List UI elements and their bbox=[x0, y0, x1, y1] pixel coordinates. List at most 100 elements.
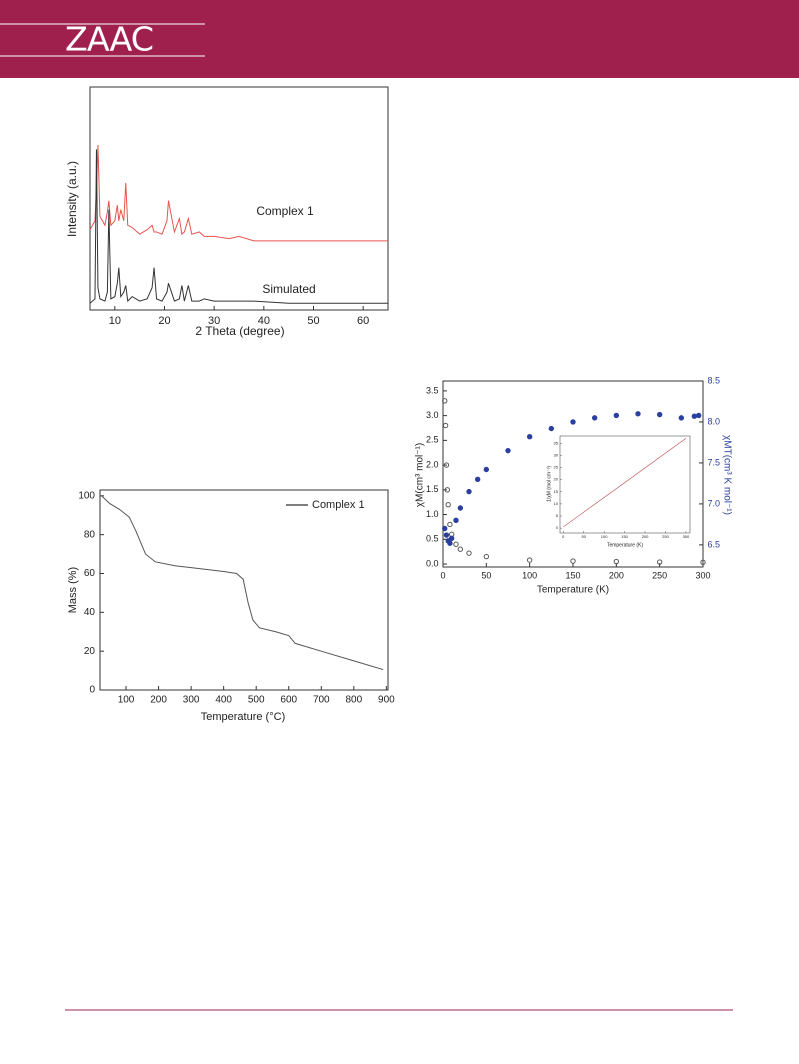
data-point bbox=[466, 550, 472, 556]
data-point bbox=[526, 557, 533, 563]
x-tick-label: 0 bbox=[562, 534, 565, 539]
data-line bbox=[89, 149, 388, 304]
y-tick-label: 3.0 bbox=[426, 410, 439, 420]
data-point bbox=[548, 425, 555, 432]
x-tick-label: 300 bbox=[695, 570, 710, 580]
data-point bbox=[442, 422, 449, 429]
y-tick-label: 15 bbox=[554, 489, 559, 494]
x-tick-label: 50 bbox=[481, 570, 491, 580]
x-tick-label: 40 bbox=[258, 315, 270, 327]
y2-tick-label: 8.0 bbox=[708, 416, 721, 426]
y2-tick-label: 7.5 bbox=[708, 457, 721, 467]
x-axis-label: Temperature (K) bbox=[607, 542, 643, 548]
data-point bbox=[442, 398, 448, 404]
y-tick-label: 2.0 bbox=[426, 459, 439, 469]
y-tick-label: 25 bbox=[554, 465, 559, 470]
data-point bbox=[570, 419, 576, 425]
data-point bbox=[656, 559, 663, 565]
y-tick-label: 5 bbox=[556, 513, 559, 518]
data-point bbox=[453, 541, 459, 547]
y-tick-label: 40 bbox=[84, 607, 96, 618]
y-tick-label: 60 bbox=[84, 568, 96, 579]
journal-name: ZAAC bbox=[65, 20, 153, 59]
y2-tick-label: 8.5 bbox=[708, 375, 721, 385]
data-point bbox=[445, 501, 451, 508]
data-point bbox=[505, 447, 511, 454]
y2-tick-label: 6.5 bbox=[708, 539, 721, 549]
plot-frame bbox=[99, 489, 389, 691]
legend-label: Complex 1 bbox=[312, 499, 365, 511]
y-tick-label: 10 bbox=[554, 501, 559, 506]
x-tick-label: 600 bbox=[280, 695, 297, 706]
plot-frame bbox=[89, 86, 389, 311]
data-point bbox=[613, 558, 620, 565]
series-label: Complex 1 bbox=[256, 204, 314, 218]
y-tick-label: 80 bbox=[84, 529, 96, 540]
data-point bbox=[570, 558, 576, 564]
y-tick-label: 1.0 bbox=[426, 509, 439, 519]
x-tick-label: 30 bbox=[208, 315, 220, 327]
data-point bbox=[453, 517, 459, 523]
x-tick-label: 800 bbox=[345, 695, 362, 706]
y-tick-label: 2.5 bbox=[426, 435, 439, 445]
y-tick-label: 0 bbox=[89, 685, 95, 696]
x-tick-label: 200 bbox=[150, 695, 167, 706]
y-tick-label: 30 bbox=[554, 452, 559, 457]
x-tick-label: 150 bbox=[621, 534, 628, 539]
data-point bbox=[483, 466, 490, 473]
series-label: Simulated bbox=[262, 282, 315, 296]
y2-axis-label: χMT(cm³ K mol⁻¹) bbox=[721, 435, 732, 515]
x-tick-label: 100 bbox=[522, 570, 537, 580]
data-point bbox=[474, 476, 481, 483]
y-tick-label: 0.5 bbox=[426, 534, 439, 544]
x-axis-label: 2 Theta (degree) bbox=[195, 324, 284, 338]
y-tick-label: 3.5 bbox=[426, 385, 439, 395]
x-tick-label: 300 bbox=[683, 534, 690, 539]
data-point bbox=[700, 559, 706, 566]
x-tick-label: 250 bbox=[662, 534, 669, 539]
data-point bbox=[448, 535, 455, 542]
x-axis-label: Temperature (°C) bbox=[201, 711, 285, 723]
x-tick-label: 250 bbox=[652, 570, 667, 580]
data-point bbox=[678, 415, 685, 421]
x-tick-label: 20 bbox=[158, 315, 170, 327]
data-point bbox=[526, 434, 533, 440]
y-tick-label: 100 bbox=[78, 490, 95, 501]
y-tick-label: 0.0 bbox=[426, 558, 439, 568]
x-tick-label: 50 bbox=[581, 534, 586, 539]
data-point bbox=[691, 413, 698, 419]
x-tick-label: 100 bbox=[118, 695, 135, 706]
data-point bbox=[483, 553, 490, 560]
x-tick-label: 900 bbox=[378, 695, 395, 706]
x-tick-label: 400 bbox=[215, 695, 232, 706]
y-tick-label: 20 bbox=[554, 477, 559, 482]
data-point bbox=[457, 505, 464, 511]
data-point bbox=[635, 411, 641, 417]
y-tick-label: 20 bbox=[84, 646, 96, 657]
x-tick-label: 200 bbox=[609, 570, 624, 580]
data-line bbox=[101, 495, 384, 671]
plot-frame bbox=[559, 435, 691, 534]
y-tick-label: 1.5 bbox=[426, 484, 439, 494]
x-tick-label: 50 bbox=[307, 315, 319, 327]
data-point bbox=[695, 412, 702, 419]
data-point bbox=[443, 532, 450, 538]
data-point bbox=[443, 462, 450, 468]
data-point bbox=[447, 540, 453, 546]
data-point bbox=[613, 412, 620, 419]
x-tick-label: 700 bbox=[313, 695, 330, 706]
x-axis-label: Temperature (K) bbox=[537, 585, 609, 596]
x-tick-label: 500 bbox=[248, 695, 265, 706]
data-point bbox=[466, 488, 472, 495]
y-axis-label: χM(cm³ mol⁻¹) bbox=[415, 443, 426, 507]
y-tick-label: 35 bbox=[554, 440, 559, 445]
y-axis-label: 1/χM (mol cm⁻³) bbox=[546, 466, 552, 502]
x-tick-label: 60 bbox=[357, 315, 369, 327]
x-tick-label: 10 bbox=[109, 315, 121, 327]
x-tick-label: 300 bbox=[183, 695, 200, 706]
data-point bbox=[447, 521, 453, 528]
data-point bbox=[444, 487, 451, 493]
y-axis-label: Intensity (a.u.) bbox=[65, 161, 79, 237]
x-tick-label: 200 bbox=[642, 534, 649, 539]
